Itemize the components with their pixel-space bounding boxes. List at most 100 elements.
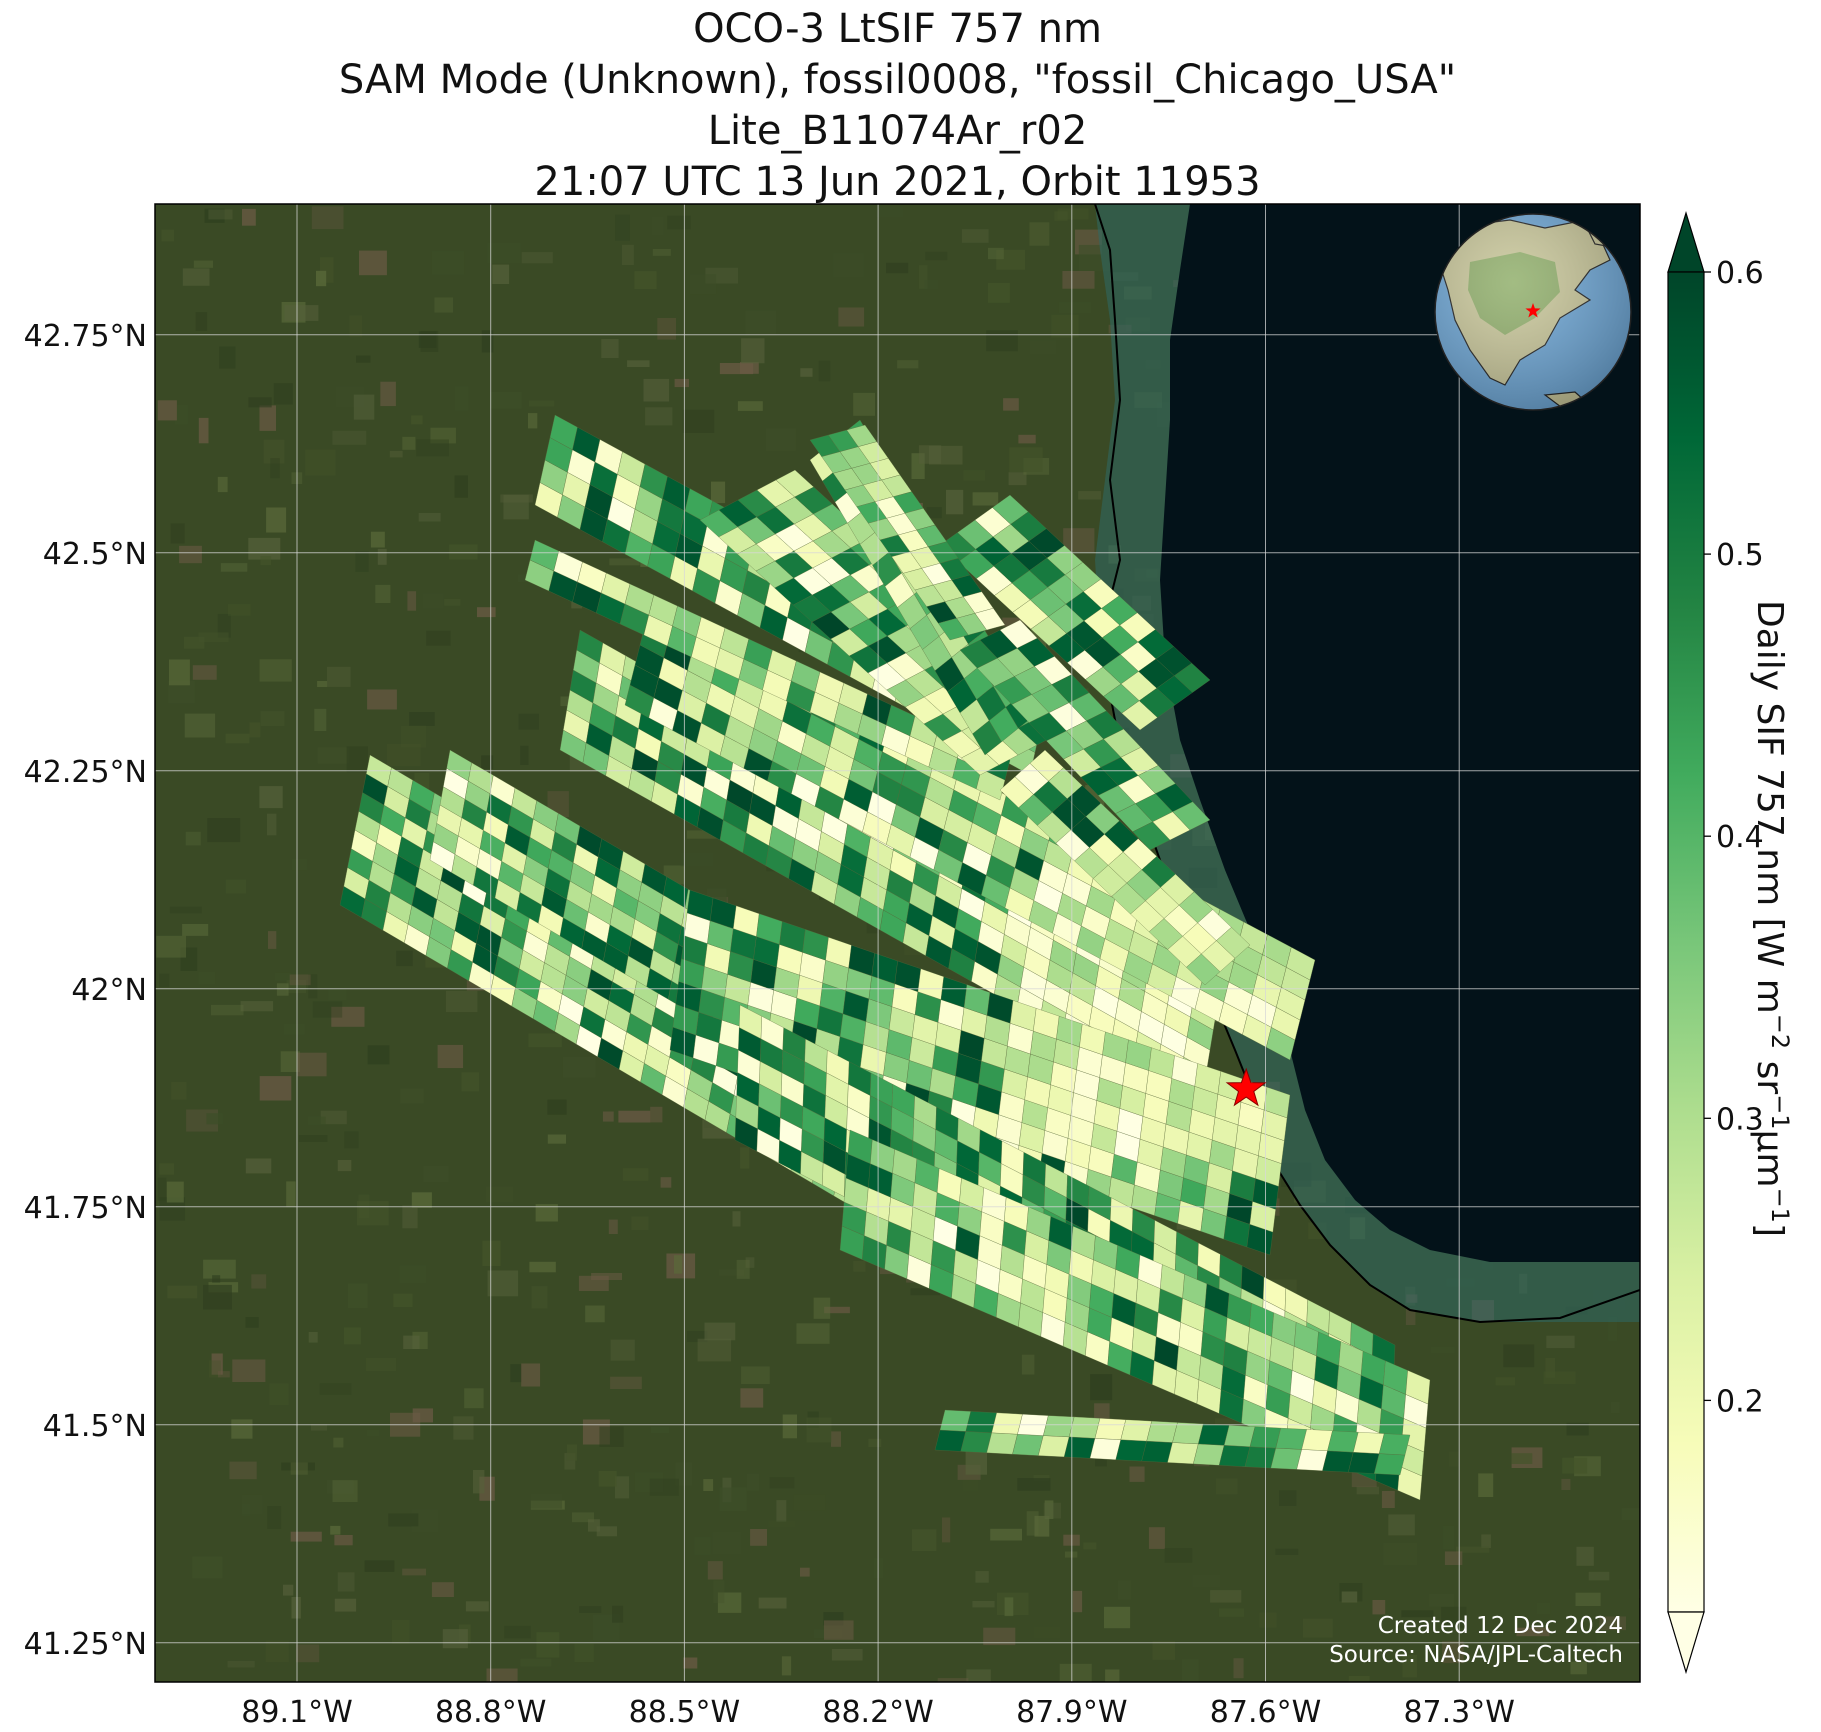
- land-patch: [528, 413, 538, 429]
- land-patch: [585, 1305, 605, 1323]
- land-patch: [389, 450, 403, 458]
- land-patch: [652, 249, 671, 256]
- land-patch: [818, 360, 831, 382]
- land-patch: [1639, 1589, 1640, 1598]
- land-patch: [346, 746, 368, 773]
- longitude-tick-labels: 89.1°W 88.8°W 88.5°W 88.2°W 87.9°W 87.6°W 87.3…: [241, 1695, 1515, 1730]
- land-patch: [203, 1284, 232, 1310]
- land-patch: [1216, 1478, 1238, 1495]
- land-patch: [208, 209, 233, 220]
- sif-footprint: [965, 1411, 997, 1433]
- land-patch: [437, 1044, 464, 1069]
- colorbar-tick-label: 0.4: [1716, 820, 1764, 855]
- land-patch: [1561, 1478, 1571, 1490]
- land-patch: [926, 507, 942, 519]
- land-patch: [393, 1293, 413, 1307]
- land-patch: [650, 1106, 663, 1123]
- land-patch: [657, 318, 676, 340]
- land-patch: [317, 747, 349, 764]
- land-patch: [349, 315, 363, 337]
- land-patch: [259, 1076, 292, 1101]
- land-patch: [521, 252, 553, 264]
- land-patch: [536, 1632, 560, 1658]
- colorbar-tick-label: 0.3: [1716, 1102, 1764, 1137]
- land-patch: [359, 250, 387, 276]
- land-patch: [157, 400, 177, 421]
- land-patch: [674, 378, 689, 388]
- land-patch: [740, 1147, 750, 1169]
- land-patch: [333, 1437, 344, 1448]
- land-patch: [426, 630, 451, 646]
- land-patch: [547, 1099, 567, 1115]
- land-patch: [422, 593, 444, 609]
- land-patch: [380, 381, 396, 407]
- land-patch: [355, 551, 369, 572]
- land-patch: [259, 405, 276, 431]
- sif-footprint: [1286, 947, 1316, 981]
- land-patch: [311, 206, 344, 230]
- sif-footprint: [1094, 1418, 1126, 1440]
- land-patch: [1090, 1374, 1113, 1401]
- globe-target-star: [1525, 303, 1541, 318]
- land-patch: [204, 208, 225, 223]
- land-patch: [290, 1462, 308, 1475]
- sif-footprint: [1174, 663, 1211, 693]
- land-patch: [503, 494, 529, 520]
- land-patch: [1057, 208, 1089, 220]
- land-patch: [185, 831, 201, 846]
- land-patch: [983, 1627, 1016, 1646]
- lat-tick-label: 42.75°N: [24, 319, 147, 354]
- land-patch: [824, 1306, 850, 1314]
- land-patch: [401, 725, 427, 748]
- sif-footprint: [1379, 1433, 1411, 1456]
- land-patch: [925, 251, 948, 261]
- land-patch: [231, 1419, 253, 1439]
- sif-footprint: [1120, 1419, 1152, 1442]
- land-patch: [649, 1478, 679, 1496]
- land-patch: [331, 1006, 365, 1027]
- land-patch: [824, 1620, 854, 1640]
- land-patch: [492, 264, 510, 284]
- land-patch: [578, 1275, 609, 1291]
- land-patch: [445, 990, 478, 1013]
- land-patch: [206, 1113, 223, 1125]
- land-patch: [1259, 1612, 1277, 1628]
- land-patch: [1575, 1592, 1601, 1606]
- land-patch: [689, 274, 717, 295]
- land-patch: [518, 713, 539, 730]
- land-patch: [588, 1519, 600, 1532]
- sif-swath-layer: [339, 414, 1431, 1501]
- land-patch: [717, 1592, 742, 1613]
- land-patch: [1051, 314, 1079, 338]
- land-patch: [618, 1110, 651, 1123]
- land-patch: [248, 537, 281, 560]
- land-patch: [768, 1520, 796, 1528]
- colorbar-extend-min: [1667, 1611, 1705, 1675]
- land-patch: [528, 1033, 562, 1048]
- land-patch: [520, 745, 529, 765]
- land-patch: [403, 1335, 420, 1349]
- land-patch: [249, 722, 261, 738]
- land-patch: [192, 1556, 223, 1579]
- land-patch: [481, 755, 494, 770]
- land-patch: [370, 531, 385, 548]
- land-patch: [473, 1470, 485, 1494]
- land-patch: [217, 613, 231, 638]
- land-patch: [1054, 211, 1068, 221]
- sif-footprint: [1405, 1370, 1431, 1405]
- land-patch: [972, 1601, 995, 1608]
- land-patch: [510, 1364, 522, 1383]
- land-patch: [683, 1657, 698, 1669]
- colorbar-label-um: μm: [1749, 1130, 1790, 1188]
- land-patch: [574, 1643, 594, 1663]
- sif-footprint: [1296, 1449, 1328, 1471]
- land-patch: [562, 1057, 596, 1078]
- land-patch: [634, 271, 657, 290]
- land-patch: [260, 556, 272, 566]
- colorbar-label-exp-3: −1: [1766, 1188, 1794, 1223]
- land-patch: [680, 852, 714, 867]
- land-patch: [1192, 1575, 1221, 1588]
- land-patch: [409, 712, 435, 726]
- sif-footprint: [1089, 1438, 1121, 1460]
- colorbar-label-exp-2: −1: [1766, 1094, 1794, 1129]
